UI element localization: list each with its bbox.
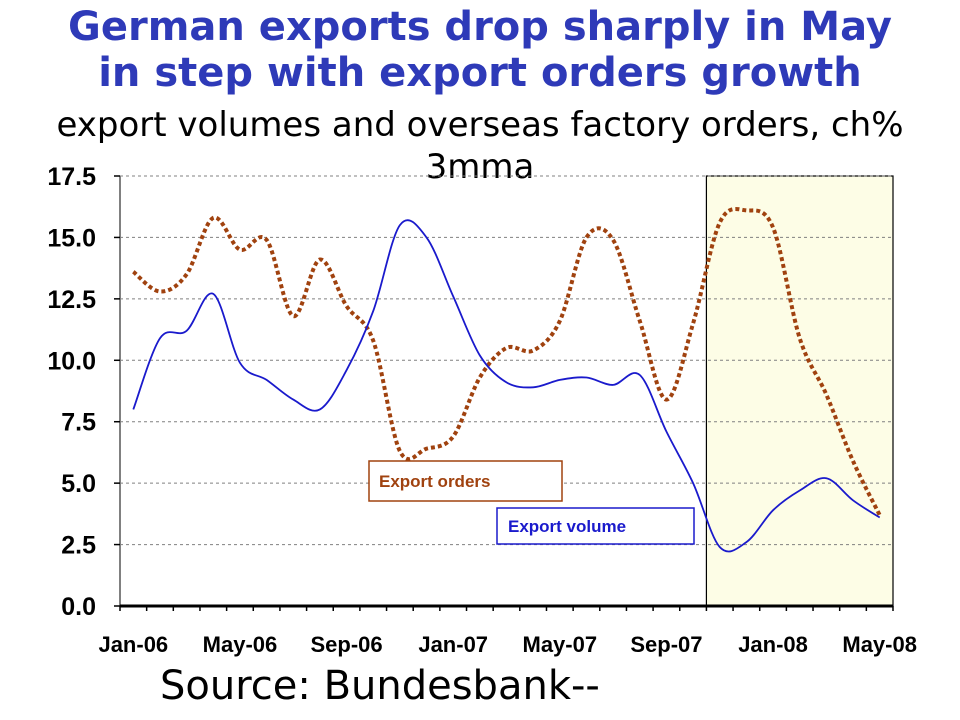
y-tick-label: 12.5 (47, 286, 96, 314)
x-tick-label: Jan-06 (98, 632, 168, 657)
x-tick-label: May-08 (842, 632, 917, 657)
legend-label-export-orders: Export orders (379, 472, 490, 491)
legend-box-export-orders (368, 460, 563, 502)
chart-title-line2: in step with export orders growth (98, 50, 862, 96)
source-note: Source: Bundesbank-- (160, 663, 600, 709)
series-line-export-orders (132, 206, 882, 516)
highlight-region (705, 175, 894, 607)
y-tick-labels: 0.0 2.5 5.0 7.5 10.0 12.5 15.0 17.5 (47, 163, 96, 621)
legend-label-export-volume: Export volume (508, 517, 626, 536)
series-lines (132, 206, 882, 553)
x-tick-label: May-06 (203, 632, 278, 657)
x-tick-label: Jan-07 (418, 632, 488, 657)
chart-title-line1: German exports drop sharply in May (68, 4, 892, 50)
y-tick-label: 15.0 (47, 224, 96, 252)
y-tick-label: 0.0 (61, 593, 96, 621)
chart-subtitle: export volumes and overseas factory orde… (56, 105, 904, 187)
x-tick-label: Jan-08 (738, 632, 808, 657)
series-line-export-volume (132, 219, 881, 553)
x-tick-label: Sep-07 (630, 632, 702, 657)
legend-box-export-volume (496, 507, 695, 545)
x-tick-label: May-07 (523, 632, 598, 657)
y-tick-label: 17.5 (47, 163, 96, 191)
legend: Export orders Export volume (368, 460, 695, 545)
x-tick-labels: Jan-06 May-06 Sep-06 Jan-07 May-07 Sep-07 Jan-… (98, 632, 917, 657)
axes (114, 175, 894, 611)
y-tick-label: 5.0 (61, 470, 96, 498)
y-tick-label: 7.5 (61, 409, 96, 437)
y-tick-label: 2.5 (61, 532, 96, 560)
y-tick-label: 10.0 (47, 347, 96, 375)
x-tick-label: Sep-06 (310, 632, 382, 657)
